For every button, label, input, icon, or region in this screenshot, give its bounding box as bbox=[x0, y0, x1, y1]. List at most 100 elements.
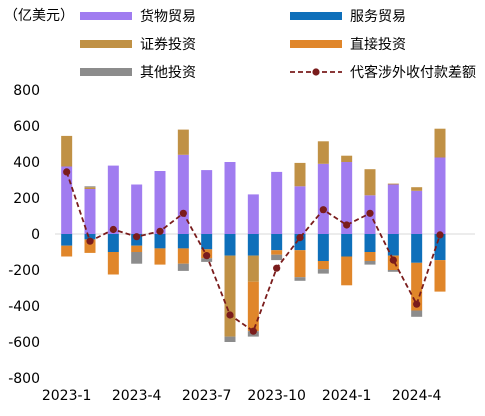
line-series bbox=[63, 168, 444, 335]
line-point bbox=[273, 264, 281, 272]
bar-segment bbox=[411, 234, 423, 263]
bars bbox=[61, 128, 446, 342]
line-point bbox=[179, 209, 187, 217]
bar-segment bbox=[364, 252, 376, 261]
bar-segment bbox=[224, 162, 236, 234]
y-tick-label: 800 bbox=[13, 83, 40, 99]
bar-segment bbox=[224, 255, 236, 337]
bar-segment bbox=[317, 234, 329, 261]
bar-segment bbox=[294, 250, 306, 278]
bar-segment bbox=[177, 154, 189, 234]
bar-segment bbox=[411, 187, 423, 191]
y-tick-label: -600 bbox=[8, 335, 40, 351]
bar-segment bbox=[61, 234, 73, 246]
bar-segment bbox=[271, 171, 283, 234]
line-point bbox=[366, 209, 374, 217]
bar-segment bbox=[364, 234, 376, 252]
bar-segment bbox=[201, 258, 213, 262]
bar-segment bbox=[411, 262, 423, 311]
bar-segment bbox=[247, 255, 259, 282]
bar-segment bbox=[317, 141, 329, 164]
x-tick-label: 2023-4 bbox=[112, 388, 162, 404]
bar-segment bbox=[131, 184, 143, 234]
y-axis: 800 600 400 200 0 -200 -400 -600 -800 bbox=[8, 83, 40, 387]
bar-segment bbox=[387, 184, 399, 234]
unit-label: （亿美元） bbox=[4, 8, 74, 24]
legend-label: 其他投资 bbox=[140, 65, 196, 81]
bar-segment bbox=[317, 163, 329, 234]
legend-swatch bbox=[80, 12, 132, 20]
legend-swatch bbox=[290, 12, 342, 20]
line-point bbox=[319, 206, 327, 214]
y-tick-label: -800 bbox=[8, 371, 40, 387]
line-point bbox=[86, 237, 94, 245]
bar-segment bbox=[317, 261, 329, 270]
bar-segment bbox=[224, 234, 236, 256]
bar-segment bbox=[107, 234, 119, 252]
bar-segment bbox=[107, 165, 119, 234]
legend-label: 货物贸易 bbox=[140, 8, 196, 25]
bar-segment bbox=[341, 234, 353, 257]
bar-segment bbox=[294, 234, 306, 251]
bar-segment bbox=[271, 254, 283, 261]
bar-segment bbox=[247, 281, 259, 332]
bar-segment bbox=[341, 256, 353, 286]
bar-segment bbox=[247, 194, 259, 234]
bar-segment bbox=[84, 186, 96, 188]
x-tick-label: 2024-1 bbox=[322, 388, 372, 404]
bar-segment bbox=[364, 261, 376, 265]
bar-segment bbox=[341, 162, 353, 234]
line-point bbox=[296, 234, 304, 242]
y-tick-label: 200 bbox=[13, 191, 40, 207]
line-point bbox=[436, 231, 444, 239]
bar-segment bbox=[201, 170, 213, 234]
legend-swatch bbox=[80, 40, 132, 48]
legend-label: 直接投资 bbox=[350, 36, 406, 53]
bar-segment bbox=[224, 336, 236, 342]
bar-segment bbox=[294, 277, 306, 281]
y-tick-label: 0 bbox=[31, 227, 40, 243]
bar-segment bbox=[154, 234, 166, 249]
line-point bbox=[109, 225, 117, 234]
bar-segment bbox=[177, 234, 189, 249]
x-tick-label: 2024-4 bbox=[392, 388, 442, 404]
bar-segment bbox=[364, 169, 376, 196]
line-point bbox=[203, 252, 211, 260]
line-point bbox=[249, 327, 257, 335]
bar-segment bbox=[387, 183, 399, 185]
y-tick-label: 400 bbox=[13, 155, 40, 171]
bar-segment bbox=[131, 252, 143, 264]
x-tick-label: 2023-1 bbox=[42, 388, 92, 404]
bar-segment bbox=[271, 250, 283, 255]
legend-swatch bbox=[290, 40, 342, 48]
bar-segment bbox=[387, 270, 399, 272]
bar-segment bbox=[131, 245, 143, 252]
bar-segment bbox=[84, 187, 96, 189]
bar-segment bbox=[411, 310, 423, 317]
bar-segment bbox=[61, 135, 73, 167]
bar-segment bbox=[434, 260, 446, 292]
line-point bbox=[156, 227, 164, 235]
bar-segment bbox=[84, 239, 96, 253]
y-tick-label: 600 bbox=[13, 119, 40, 135]
line-point bbox=[343, 221, 351, 229]
line-point bbox=[226, 311, 234, 319]
bar-segment bbox=[247, 234, 259, 256]
bar-segment bbox=[177, 129, 189, 155]
bar-segment bbox=[177, 248, 189, 264]
line-point bbox=[133, 233, 141, 241]
y-tick-label: -400 bbox=[8, 299, 40, 315]
bar-segment bbox=[271, 234, 283, 251]
bar-segment bbox=[84, 189, 96, 234]
line-path bbox=[65, 171, 441, 333]
bar-segment bbox=[154, 171, 166, 234]
y-tick-label: -200 bbox=[8, 263, 40, 279]
bar-segment bbox=[294, 186, 306, 234]
x-axis: 2023-1 2023-4 2023-7 2023-10 2024-1 2024-4 bbox=[42, 388, 442, 404]
line-point bbox=[389, 256, 397, 264]
x-tick-label: 2023-10 bbox=[247, 388, 306, 404]
bar-segment bbox=[341, 155, 353, 162]
line-point bbox=[63, 168, 71, 176]
